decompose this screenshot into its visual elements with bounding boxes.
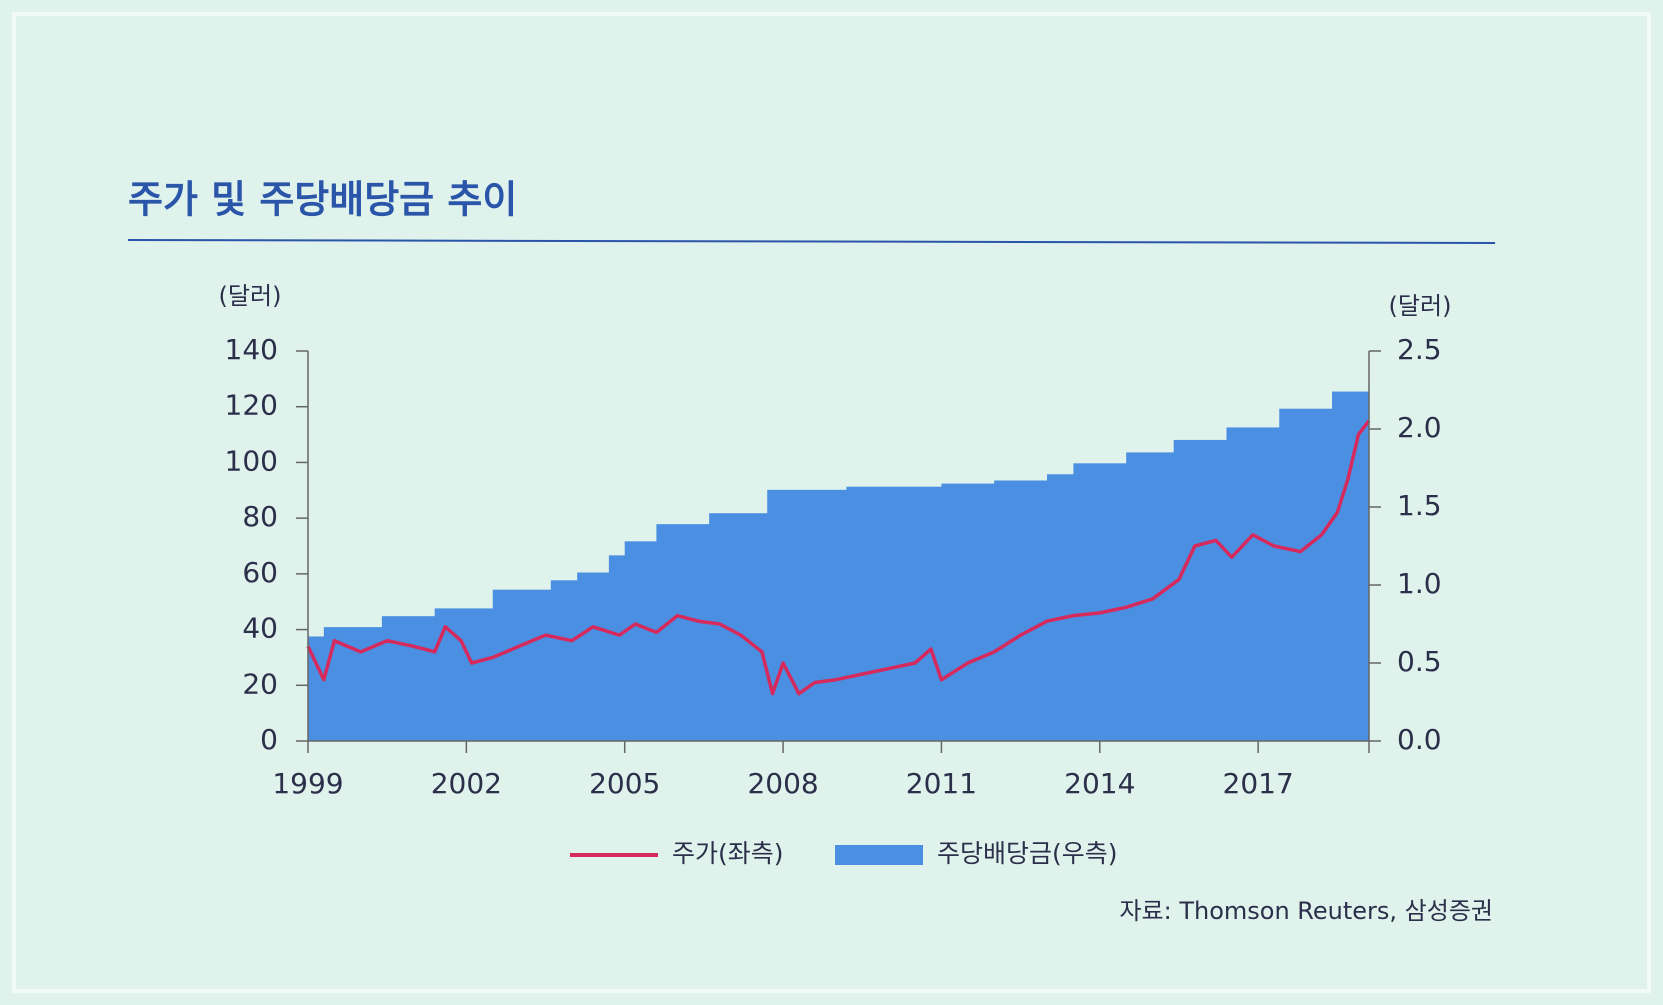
y-tick-label: 120 [225, 389, 278, 422]
y-axis-label: (달러) [219, 282, 282, 310]
x-tick-label: 2011 [906, 767, 977, 800]
y2-tick-label: 2.5 [1397, 333, 1442, 366]
y-tick-label: 0 [260, 723, 278, 756]
dividend-step [994, 480, 1048, 741]
dividend-step [550, 580, 578, 741]
title-rule [127, 239, 1496, 244]
legend-label: 주가(좌측) [672, 839, 784, 868]
dividend-step [381, 616, 436, 741]
x-tick-label: 2014 [1064, 767, 1135, 800]
dividend-step [1047, 474, 1074, 741]
dividend-step [941, 483, 995, 741]
dividend-step [709, 513, 768, 741]
y-tick-label: 20 [242, 667, 278, 700]
y-tick-label: 140 [225, 333, 278, 366]
chart-title: 주가 및 주당배당금 추이 [128, 178, 517, 222]
y-tick-label: 80 [242, 500, 278, 533]
x-tick-label: 2008 [747, 767, 818, 800]
y-tick-label: 100 [225, 444, 278, 477]
dividend-step [1126, 452, 1175, 741]
dividend-step [1279, 408, 1333, 741]
dividend-step [846, 486, 942, 741]
legend-label: 주당배당금(우측) [937, 839, 1118, 868]
dividend-step [767, 489, 847, 741]
dividend-step [1226, 427, 1280, 741]
y-tick-label: 40 [242, 612, 278, 645]
plot [306, 391, 1371, 741]
y2-tick-label: 0.5 [1397, 645, 1442, 678]
dividend-step [577, 572, 610, 741]
dividend-step [1332, 391, 1370, 741]
dividend-step [624, 541, 657, 741]
y2-tick-label: 1.0 [1397, 567, 1442, 600]
y2-tick-label: 2.0 [1397, 411, 1442, 444]
x-tick-label: 1999 [272, 767, 343, 800]
dividend-step [308, 636, 325, 741]
x-tick-label: 2005 [589, 767, 660, 800]
price-line [306, 419, 1371, 696]
dividend-step [608, 555, 626, 741]
y-tick-label: 60 [242, 556, 278, 589]
x-tick-label: 2002 [431, 767, 502, 800]
dividend-step [1173, 439, 1227, 741]
dividend-step [656, 524, 710, 741]
y2-axis-label: (달러) [1389, 292, 1452, 320]
source: 자료: Thomson Reuters, 삼성증권 [1119, 897, 1493, 925]
legend-swatch [835, 845, 923, 865]
y2-tick-label: 1.5 [1397, 489, 1442, 522]
dividend-step [492, 589, 552, 741]
y2-tick-label: 0.0 [1397, 723, 1442, 756]
dividend-step [1073, 463, 1127, 741]
x-tick-label: 2017 [1223, 767, 1294, 800]
